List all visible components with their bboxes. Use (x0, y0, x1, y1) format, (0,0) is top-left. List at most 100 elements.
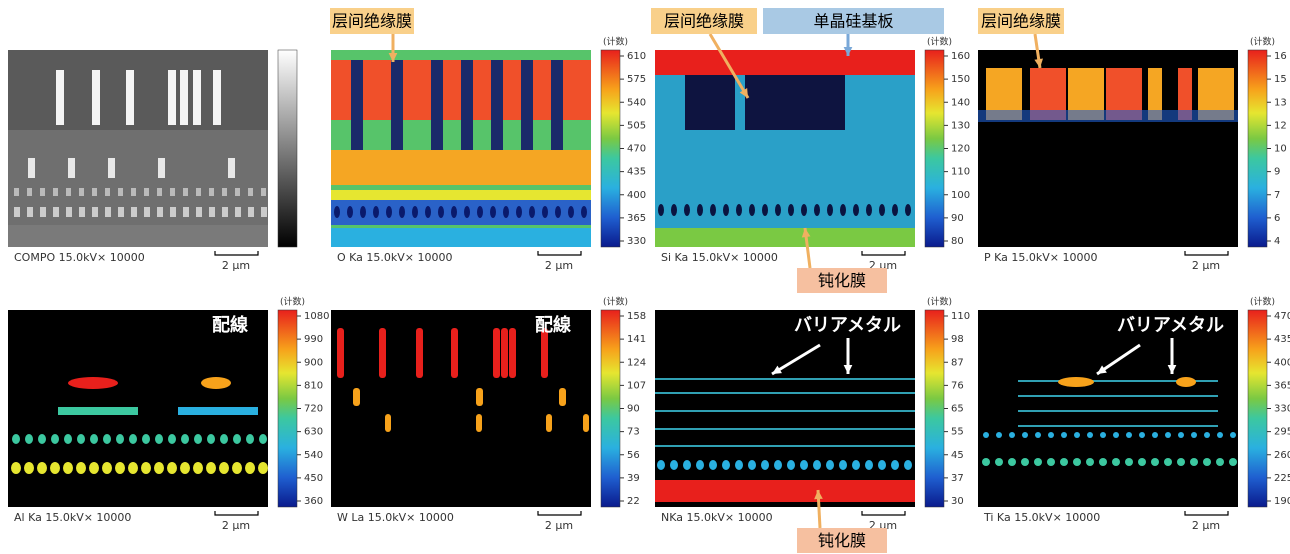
tick-label: 90 (951, 213, 964, 224)
tick-label: 540 (304, 450, 323, 461)
tick-label: 435 (1274, 334, 1290, 345)
via (131, 188, 136, 196)
tick-label: 7 (1274, 190, 1280, 201)
tick-label: 12 (1274, 120, 1287, 131)
dot (194, 434, 202, 444)
via (27, 207, 33, 217)
via (222, 188, 227, 196)
via (814, 204, 820, 216)
tick-label: 470 (1274, 311, 1290, 322)
via (66, 188, 71, 196)
dot (1034, 458, 1042, 466)
dot (232, 462, 242, 474)
layer (655, 228, 915, 247)
dot (657, 460, 665, 470)
dot (1152, 432, 1158, 438)
via (723, 204, 729, 216)
tick-label: 37 (951, 473, 964, 484)
plug (493, 328, 500, 378)
via (157, 188, 162, 196)
tick-label: 365 (1274, 380, 1290, 391)
dot (128, 462, 138, 474)
scale-bar (862, 251, 905, 255)
caption: W La 15.0kV× 10000 (337, 511, 454, 524)
dot (76, 462, 86, 474)
via (684, 204, 690, 216)
dot (787, 460, 795, 470)
via (866, 204, 872, 216)
caption: Al Ka 15.0kV× 10000 (14, 511, 131, 524)
via (892, 204, 898, 216)
line (58, 407, 138, 415)
dot (206, 462, 216, 474)
dot (1229, 458, 1237, 466)
dot (1165, 432, 1171, 438)
dot (1178, 432, 1184, 438)
dot (996, 432, 1002, 438)
dot (1151, 458, 1159, 466)
via (209, 207, 215, 217)
plug (337, 328, 344, 378)
annotation: 层间绝缘膜 (332, 12, 412, 31)
dot (181, 434, 189, 444)
dot (852, 460, 860, 470)
tick-label: 295 (1274, 427, 1290, 438)
via (79, 207, 85, 217)
via (503, 206, 509, 218)
layer (331, 150, 591, 185)
via (762, 204, 768, 216)
scale-label: 2 μm (222, 259, 250, 272)
dot (670, 460, 678, 470)
dot (12, 434, 20, 444)
via (671, 204, 677, 216)
tick-label: 4 (1274, 236, 1280, 247)
tick-label: 160 (951, 51, 970, 62)
via (118, 188, 123, 196)
metal (193, 70, 201, 125)
plug (353, 388, 360, 406)
gap (431, 60, 443, 150)
micrograph (331, 310, 591, 507)
gap (461, 60, 473, 150)
tick-label: 39 (627, 473, 640, 484)
dot (735, 460, 743, 470)
dot (1204, 432, 1210, 438)
tick-label: 158 (627, 311, 646, 322)
tick-label: 10 (1274, 144, 1287, 155)
dot (1164, 458, 1172, 466)
metal (213, 70, 221, 125)
gap (551, 60, 563, 150)
dot (1048, 432, 1054, 438)
via (170, 207, 176, 217)
annotation: 单晶硅基板 (813, 12, 893, 31)
dot (1087, 432, 1093, 438)
via (464, 206, 470, 218)
metal (168, 70, 176, 125)
scale-bar (1185, 511, 1228, 515)
via (879, 204, 885, 216)
gap (491, 60, 503, 150)
dot (683, 460, 691, 470)
annotation: バリアメタル (1117, 315, 1224, 336)
via (14, 188, 19, 196)
band (655, 480, 915, 502)
via (399, 206, 405, 218)
dot (800, 460, 808, 470)
plug (546, 414, 552, 432)
via (425, 206, 431, 218)
dot (245, 462, 255, 474)
line (68, 377, 118, 389)
via (209, 188, 214, 196)
dot (891, 460, 899, 470)
dot (1177, 458, 1185, 466)
scale-label: 2 μm (1192, 259, 1220, 272)
via (827, 204, 833, 216)
tick-label: 15 (1274, 74, 1287, 85)
tick-label: 630 (304, 427, 323, 438)
tick-label: 575 (627, 74, 646, 85)
dot (696, 460, 704, 470)
via (412, 206, 418, 218)
dot (839, 460, 847, 470)
caption: O Ka 15.0kV× 10000 (337, 251, 453, 264)
line (178, 407, 258, 415)
